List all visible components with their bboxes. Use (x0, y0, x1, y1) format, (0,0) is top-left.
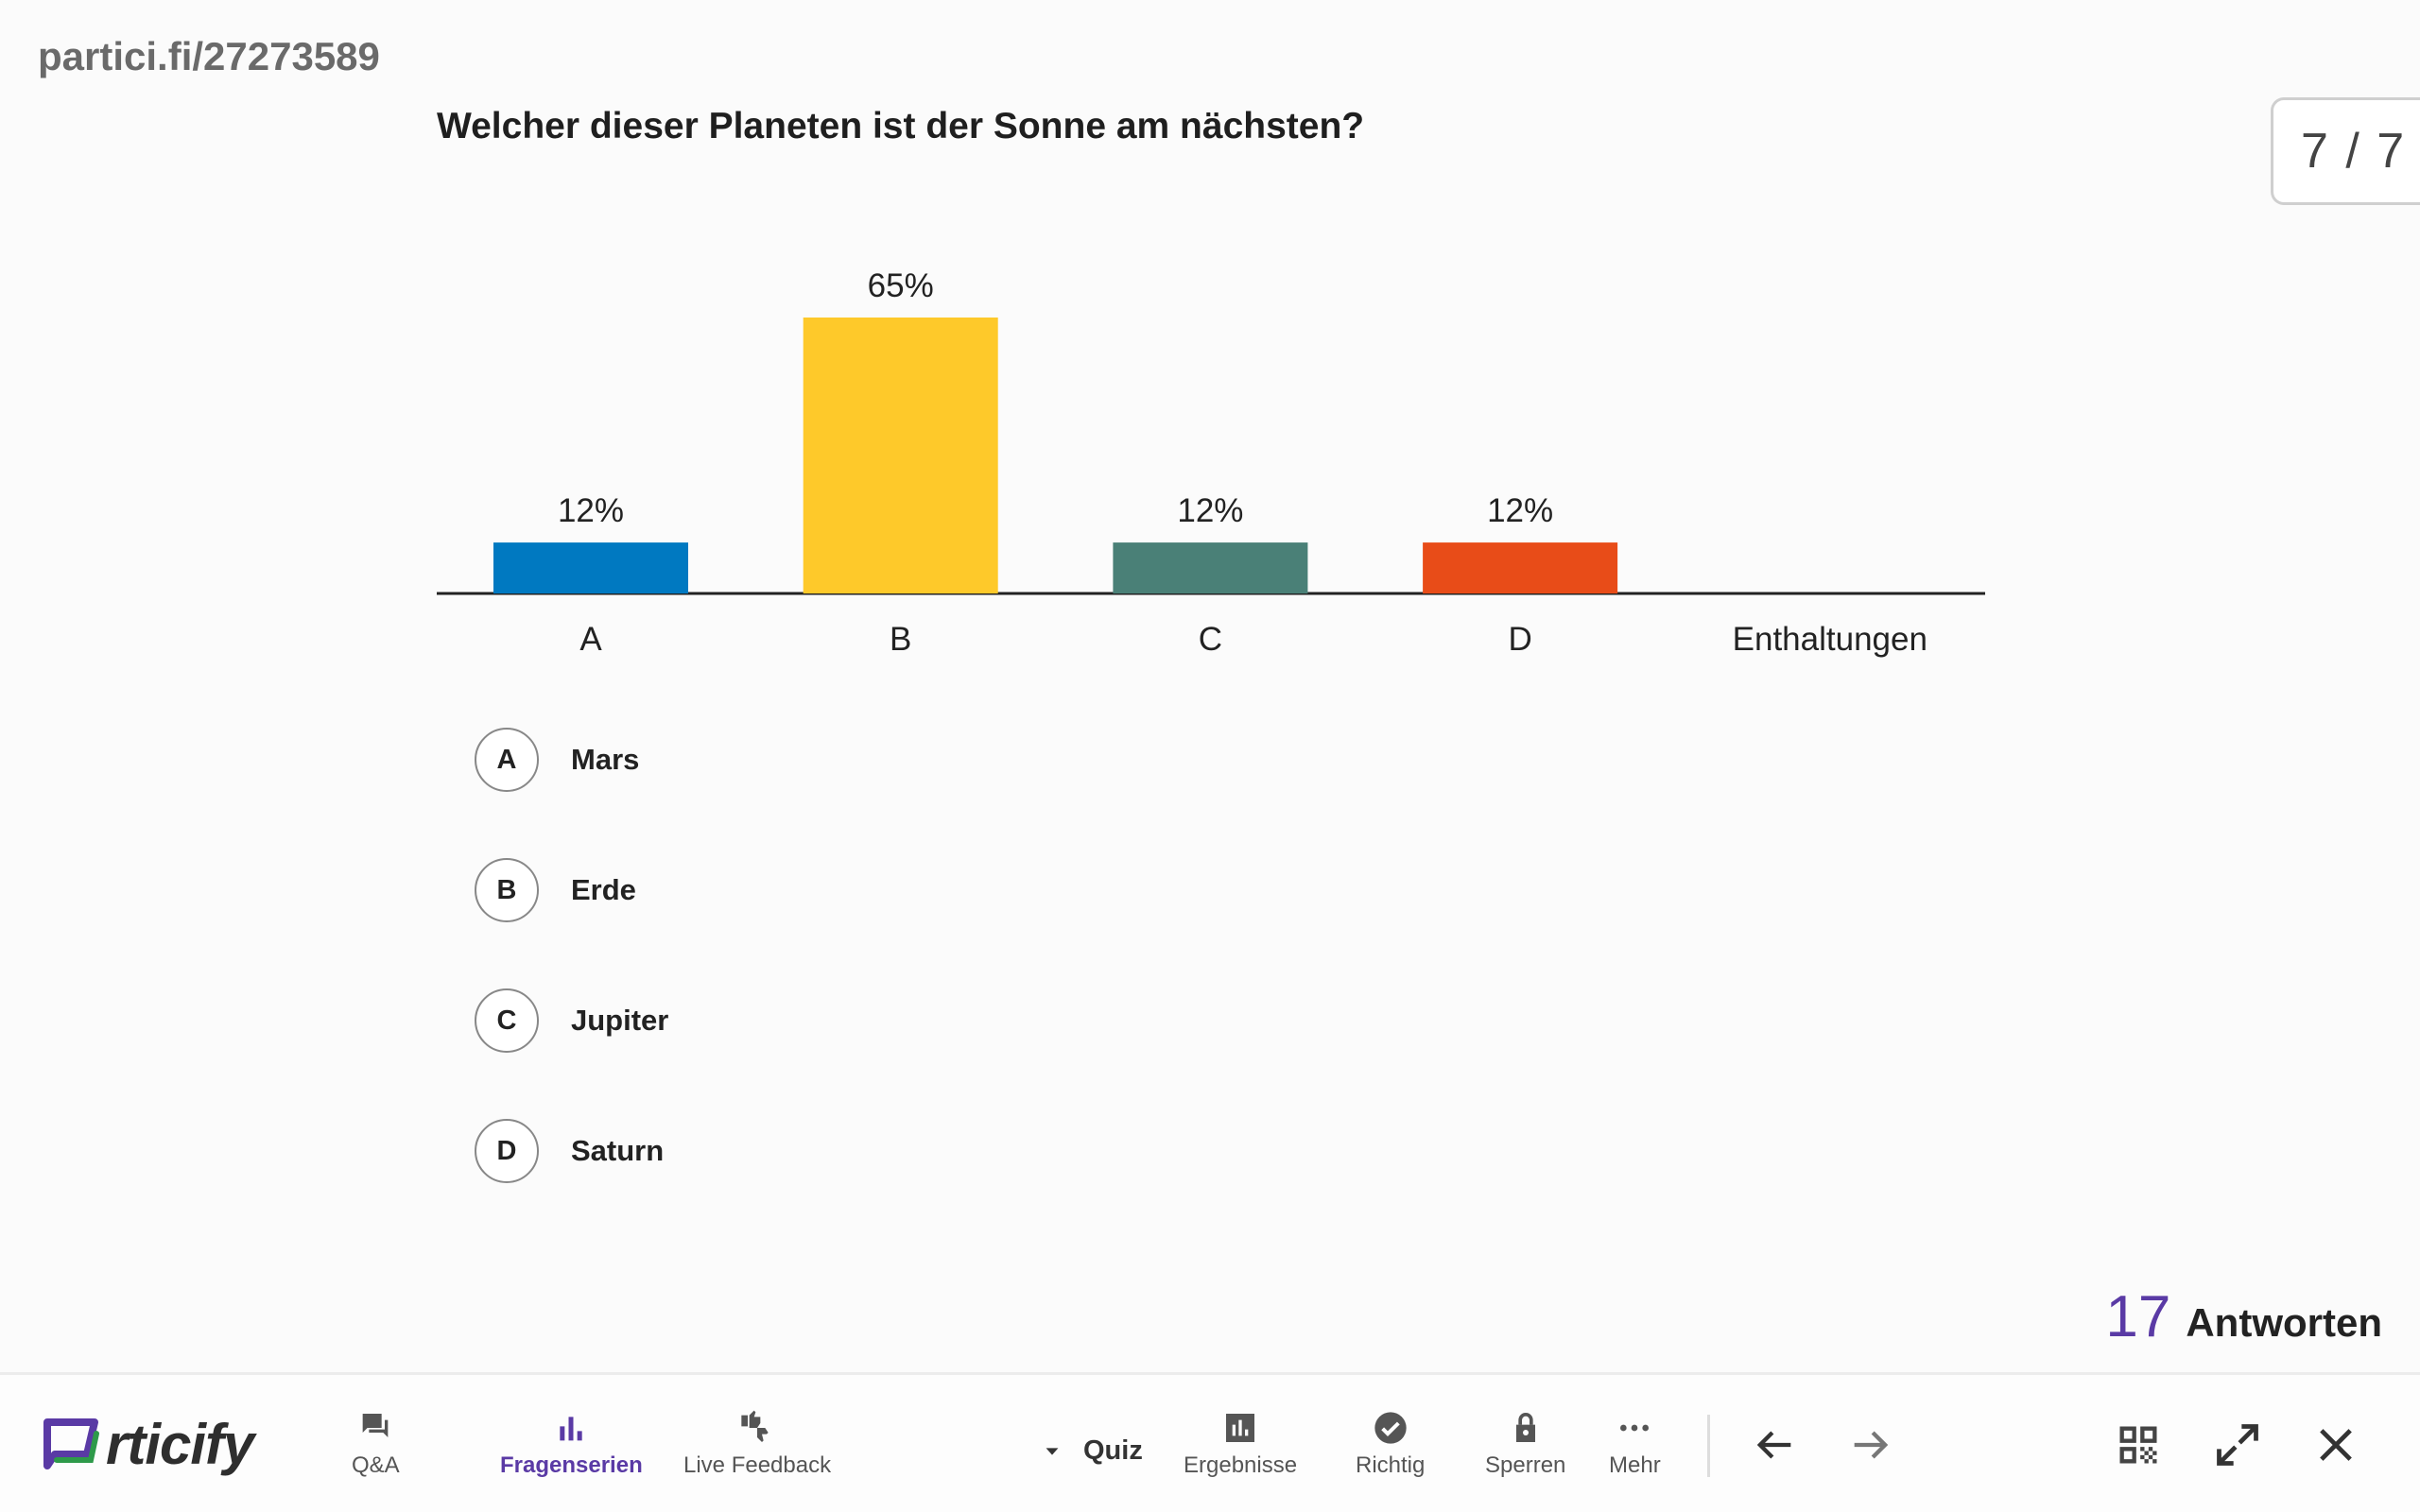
category-label-b: B (890, 621, 911, 658)
bar-b (803, 318, 998, 593)
bar-value-label-a: 12% (558, 492, 624, 529)
caret-down-icon (1046, 1447, 1059, 1455)
logo-text: rticify (106, 1412, 254, 1476)
richtig-label: Richtig (1356, 1452, 1426, 1478)
bar-d (1423, 542, 1618, 593)
session-url: partici.fi/27273589 (38, 34, 380, 78)
answer-text: Saturn (571, 1134, 665, 1167)
close-icon (2320, 1429, 2352, 1461)
chat-icon (363, 1414, 389, 1437)
category-label-a: A (579, 621, 602, 658)
arrow-left-icon (1756, 1431, 1791, 1459)
category-label-d: D (1508, 621, 1531, 658)
answer-option-c: C Jupiter (475, 987, 668, 1055)
response-count-number: 17 (2105, 1284, 2171, 1349)
answer-option-d: D Saturn (475, 1117, 668, 1185)
next-button[interactable] (1846, 1420, 1895, 1469)
expand-icon (2217, 1424, 2258, 1466)
answer-list: A Mars B Erde C Jupiter D Saturn (475, 726, 668, 1247)
nav-qa[interactable]: Q&A (352, 1409, 400, 1479)
bar-a (493, 542, 688, 593)
answer-letter: A (475, 728, 539, 792)
answer-text: Erde (571, 873, 636, 906)
lock-icon (1515, 1413, 1535, 1442)
thumbs-icon (741, 1410, 769, 1442)
participify-logo: rticify (38, 1412, 254, 1476)
ergebnisse-button[interactable]: Ergebnisse (1184, 1409, 1297, 1479)
nav-fragenserien-label: Fragenserien (500, 1452, 643, 1478)
mehr-label: Mehr (1609, 1452, 1661, 1478)
arrow-right-icon (1854, 1431, 1889, 1459)
answer-letter: D (475, 1119, 539, 1183)
nav-fragenserien[interactable]: Fragenserien (500, 1409, 643, 1479)
bar-c (1113, 542, 1308, 593)
qr-code-button[interactable] (2114, 1420, 2163, 1469)
mehr-button[interactable]: Mehr (1609, 1409, 1661, 1479)
bar-value-label-c: 12% (1177, 492, 1243, 529)
answer-text: Mars (571, 743, 640, 776)
answer-option-a: A Mars (475, 726, 668, 794)
quiz-dropdown[interactable]: Quiz (1042, 1435, 1143, 1467)
sperren-button[interactable]: Sperren (1485, 1409, 1565, 1479)
answer-option-b: B Erde (475, 856, 668, 924)
bar-value-label-d: 12% (1487, 492, 1553, 529)
answer-letter: C (475, 988, 539, 1053)
bar-chart-icon (560, 1417, 583, 1441)
category-label-enthaltungen: Enthaltungen (1733, 621, 1927, 658)
check-circle-icon (1374, 1412, 1407, 1444)
sperren-label: Sperren (1485, 1452, 1566, 1478)
more-icon (1620, 1424, 1650, 1432)
quiz-label: Quiz (1083, 1435, 1143, 1466)
bottom-toolbar: rticify Q&A Fragenserien Live Feedback Q… (0, 1372, 2420, 1512)
nav-qa-label: Q&A (352, 1452, 400, 1478)
response-count: 17 Antworten (2105, 1283, 2382, 1350)
bar-value-label-b: 65% (868, 267, 934, 304)
nav-live-feedback-label: Live Feedback (683, 1452, 832, 1478)
richtig-button[interactable]: Richtig (1356, 1409, 1425, 1479)
logo-mark-icon (43, 1418, 99, 1469)
category-label-c: C (1199, 621, 1222, 658)
ergebnisse-label: Ergebnisse (1184, 1452, 1298, 1478)
nav-live-feedback[interactable]: Live Feedback (683, 1409, 831, 1479)
results-icon (1226, 1414, 1255, 1442)
fullscreen-button[interactable] (2213, 1420, 2262, 1469)
answer-letter: B (475, 858, 539, 922)
close-button[interactable] (2311, 1420, 2360, 1469)
answer-text: Jupiter (571, 1004, 669, 1037)
slide-counter: 7 / 7 (2271, 97, 2420, 205)
qr-code-icon (2119, 1426, 2157, 1464)
toolbar-divider (1707, 1415, 1710, 1477)
question-title: Welcher dieser Planeten ist der Sonne am… (437, 106, 1365, 146)
previous-button[interactable] (1750, 1420, 1799, 1469)
response-count-label: Antworten (2186, 1300, 2382, 1345)
